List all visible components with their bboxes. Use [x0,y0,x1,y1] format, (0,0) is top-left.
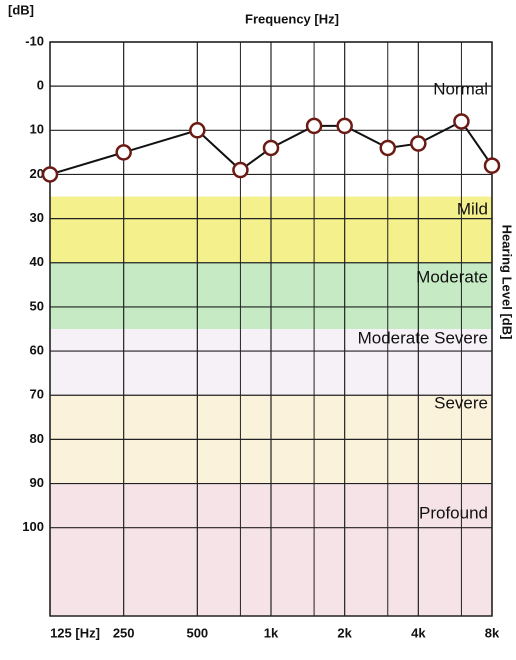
threshold-point [189,122,206,139]
threshold-point [453,113,470,130]
x-tick-label: 4k [411,625,426,640]
y-tick-label: 50 [30,298,44,313]
y-tick-label: 30 [30,210,44,225]
x-tick-label: 250 [113,625,135,640]
x-tick-label: 2k [337,625,352,640]
band-label: Normal [433,79,488,98]
y-tick-label: 70 [30,387,44,402]
y-unit-label: [dB] [8,2,34,17]
x-tick-label: 500 [186,625,208,640]
y-tick-label: 20 [30,166,44,181]
band-label: Mild [457,199,488,218]
threshold-point [483,157,501,174]
threshold-point [336,117,353,135]
x-tick-label: 1k [264,625,279,640]
x-tick-label: 8k [485,625,500,640]
x-tick-label: 125 [Hz] [50,625,100,640]
band-label: Moderate [416,267,488,286]
y-tick-label: 60 [30,343,44,358]
chart-title: Frequency [Hz] [245,11,339,26]
threshold-point [41,166,59,183]
band-label: Moderate Severe [358,328,488,347]
y-tick-label: 0 [37,78,44,93]
y-tick-label: 100 [22,519,44,534]
threshold-point [232,161,249,179]
y-tick-label: 10 [30,122,44,137]
plot-frame [49,41,493,617]
y-tick-label: 80 [30,431,44,446]
threshold-point [379,139,397,157]
threshold-point [115,144,132,161]
threshold-point [262,139,280,157]
y-tick-label: -10 [25,33,44,48]
threshold-point [410,135,427,152]
threshold-point [305,117,323,135]
y-tick-label: 40 [30,254,44,269]
band-label: Profound [419,503,488,522]
band-label: Severe [434,394,488,413]
y-tick-label: 90 [30,475,44,490]
y-axis-label: Hearing Level [dB] [500,225,515,340]
